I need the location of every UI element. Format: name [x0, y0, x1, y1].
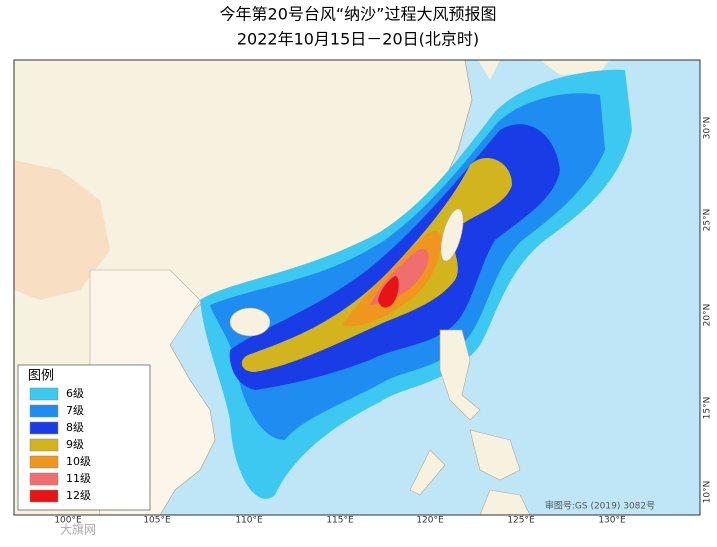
legend-label: 10级 [66, 455, 91, 468]
longitude-label: 100°E [54, 516, 82, 526]
legend-label: 8级 [66, 421, 84, 434]
wind-swath [241, 157, 513, 372]
taiwan [440, 208, 464, 262]
latitude-label: 10°N [703, 481, 713, 504]
north-land [478, 60, 610, 80]
legend-label: 12级 [66, 489, 91, 502]
latitude-label: 15°N [703, 397, 713, 420]
legend-label: 7级 [66, 404, 84, 417]
map-frame [13, 59, 701, 516]
neighbor-country [14, 160, 110, 300]
longitude-label: 105°E [143, 516, 171, 526]
hainan [229, 307, 271, 337]
legend-swatch [29, 455, 59, 469]
legend-title: 图例 [28, 369, 54, 384]
watermark: 大旗网 [60, 522, 96, 537]
legend-label: 9级 [66, 438, 84, 451]
wind-swaths [200, 69, 632, 499]
legend-swatch [29, 438, 59, 452]
legend-swatch [29, 387, 59, 401]
title: 今年第20号台风“纳沙”过程大风预报图 [220, 5, 497, 24]
wind-swath [378, 276, 399, 308]
latitude-label: 30°N [703, 117, 713, 140]
subtitle: 2022年10月15日－20日(北京时) [237, 30, 479, 49]
legend: 图例 6级 7级 8级 9级 10级 11级 12级 [17, 364, 151, 511]
philippines [409, 329, 531, 516]
legend-swatch [29, 404, 59, 418]
longitude-label: 130°E [598, 516, 626, 526]
longitude-label: 120°E [416, 516, 444, 526]
legend-swatch [29, 472, 59, 486]
legend-swatch [29, 489, 59, 503]
legend-swatch [29, 421, 59, 435]
longitude-label: 115°E [326, 516, 354, 526]
legend-label: 6级 [66, 387, 84, 400]
longitude-label: 125°E [507, 516, 535, 526]
review-number: 审图号:GS (2019) 3082号 [545, 500, 655, 512]
latitude-label: 25°N [703, 209, 713, 232]
longitude-label: 110°E [235, 516, 263, 526]
legend-label: 11级 [66, 472, 91, 485]
latitude-label: 20°N [703, 304, 713, 327]
